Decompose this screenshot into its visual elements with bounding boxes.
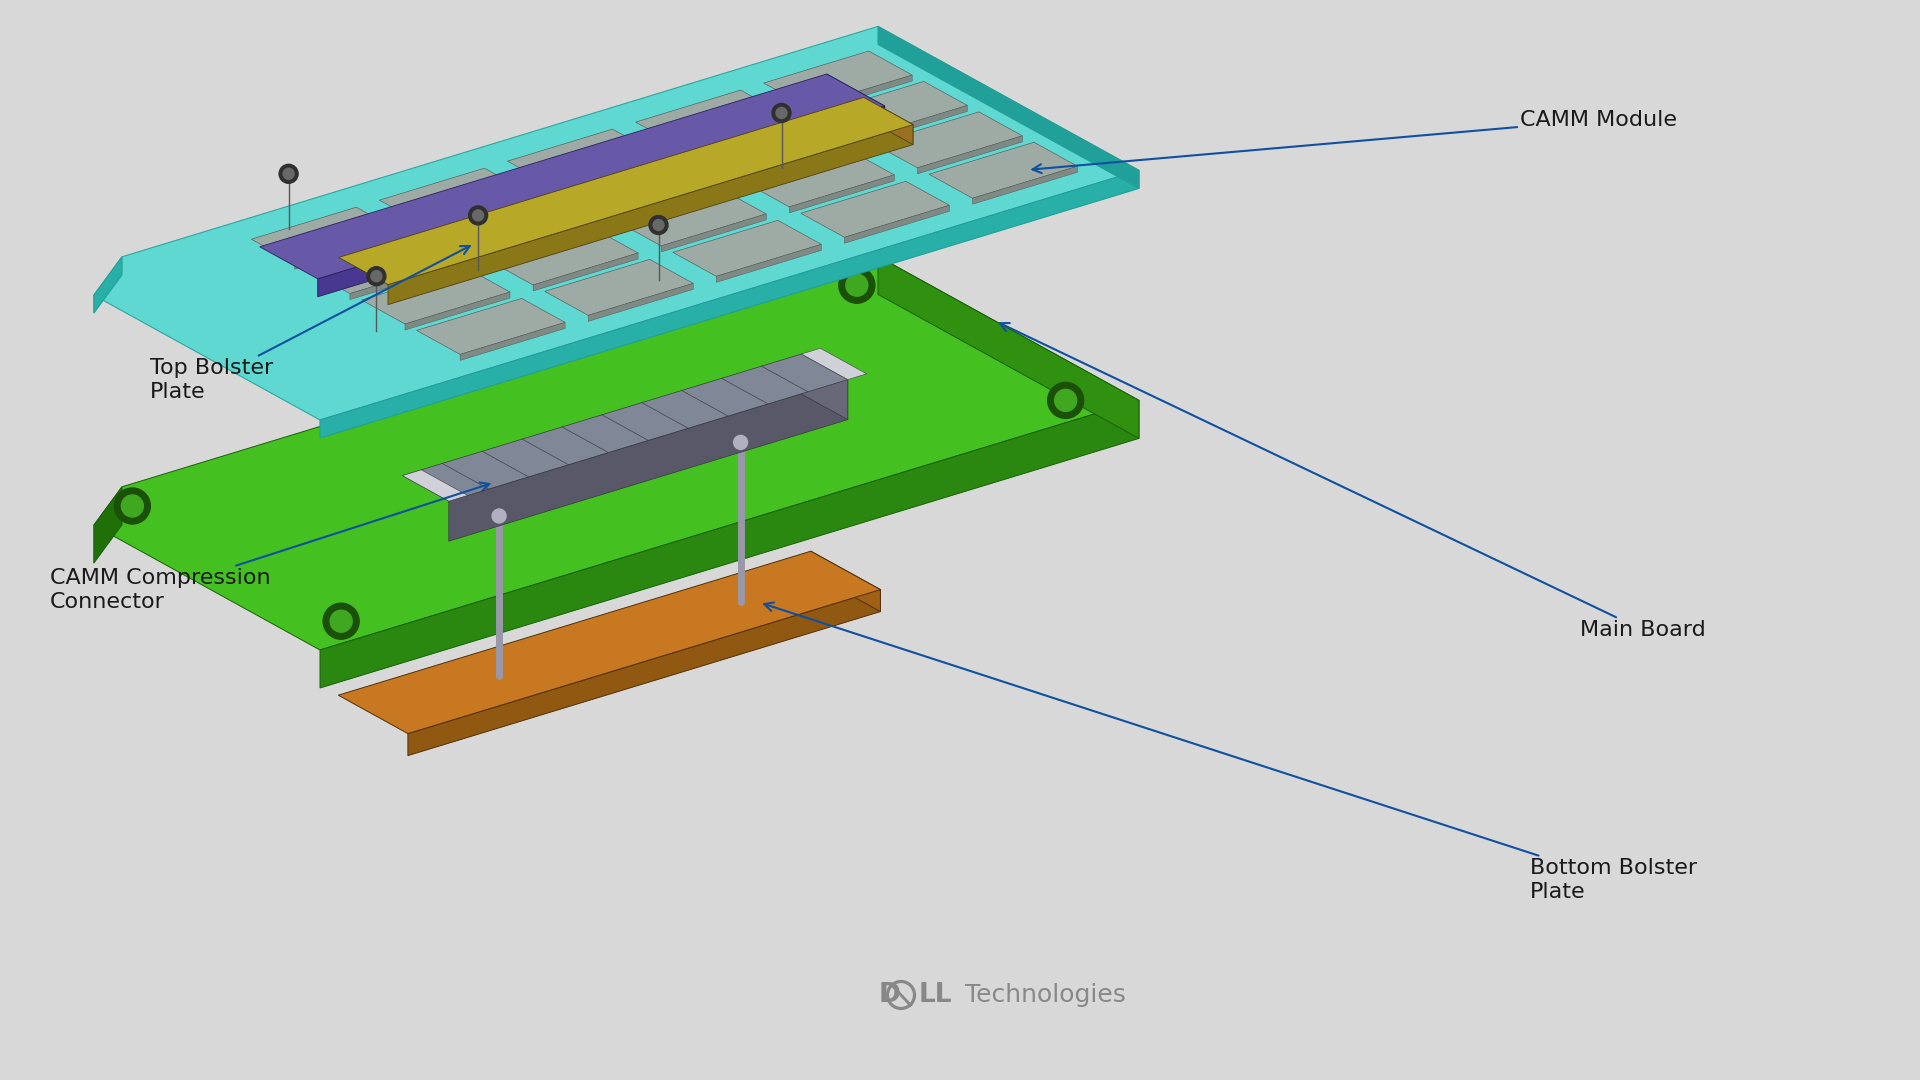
Polygon shape bbox=[801, 348, 866, 379]
Polygon shape bbox=[94, 26, 1139, 420]
Polygon shape bbox=[349, 261, 455, 299]
Polygon shape bbox=[94, 257, 123, 313]
Circle shape bbox=[330, 610, 351, 632]
Polygon shape bbox=[818, 81, 968, 137]
Polygon shape bbox=[691, 121, 839, 176]
Polygon shape bbox=[338, 97, 914, 285]
Polygon shape bbox=[733, 145, 839, 183]
Circle shape bbox=[468, 206, 488, 225]
Circle shape bbox=[776, 108, 787, 119]
Circle shape bbox=[278, 164, 298, 184]
Polygon shape bbox=[845, 205, 948, 243]
Circle shape bbox=[282, 168, 294, 179]
Text: Main Board: Main Board bbox=[1000, 323, 1705, 640]
Polygon shape bbox=[806, 75, 912, 113]
Polygon shape bbox=[862, 106, 968, 144]
Polygon shape bbox=[810, 551, 881, 611]
Polygon shape bbox=[745, 151, 895, 207]
Circle shape bbox=[323, 604, 359, 639]
Circle shape bbox=[839, 267, 876, 303]
Polygon shape bbox=[874, 112, 1023, 167]
Polygon shape bbox=[672, 220, 822, 276]
Polygon shape bbox=[563, 160, 710, 216]
Circle shape bbox=[733, 435, 747, 449]
Polygon shape bbox=[607, 184, 710, 221]
Polygon shape bbox=[618, 190, 766, 246]
Polygon shape bbox=[973, 166, 1077, 204]
Circle shape bbox=[649, 216, 668, 234]
Polygon shape bbox=[321, 171, 1139, 438]
Polygon shape bbox=[94, 256, 1139, 650]
Polygon shape bbox=[417, 298, 564, 354]
Polygon shape bbox=[764, 51, 912, 107]
Polygon shape bbox=[490, 229, 637, 285]
Polygon shape bbox=[307, 238, 455, 294]
Text: Top Bolster
Plate: Top Bolster Plate bbox=[150, 246, 470, 402]
Circle shape bbox=[121, 495, 144, 517]
Polygon shape bbox=[929, 143, 1077, 199]
Polygon shape bbox=[461, 323, 564, 361]
Polygon shape bbox=[877, 256, 1139, 438]
Polygon shape bbox=[828, 75, 885, 124]
Polygon shape bbox=[361, 268, 511, 324]
Polygon shape bbox=[449, 379, 849, 541]
Circle shape bbox=[772, 104, 791, 122]
Circle shape bbox=[367, 267, 386, 286]
Polygon shape bbox=[338, 551, 881, 733]
Polygon shape bbox=[545, 259, 693, 315]
Polygon shape bbox=[478, 222, 584, 260]
Polygon shape bbox=[434, 199, 584, 255]
Polygon shape bbox=[918, 136, 1023, 174]
Polygon shape bbox=[801, 354, 849, 420]
Polygon shape bbox=[660, 214, 766, 252]
Text: CAMM Module: CAMM Module bbox=[1033, 110, 1676, 173]
Polygon shape bbox=[403, 470, 468, 501]
Polygon shape bbox=[388, 124, 914, 305]
Polygon shape bbox=[405, 292, 511, 330]
Polygon shape bbox=[380, 168, 528, 225]
Polygon shape bbox=[534, 253, 637, 291]
Circle shape bbox=[492, 509, 507, 523]
Polygon shape bbox=[296, 231, 399, 269]
Circle shape bbox=[371, 271, 382, 282]
Polygon shape bbox=[551, 153, 657, 191]
Polygon shape bbox=[407, 590, 881, 756]
Circle shape bbox=[115, 488, 150, 524]
Polygon shape bbox=[507, 130, 657, 185]
Polygon shape bbox=[801, 181, 948, 238]
Polygon shape bbox=[317, 106, 885, 297]
Polygon shape bbox=[259, 75, 885, 279]
Polygon shape bbox=[789, 175, 895, 213]
Text: Technologies: Technologies bbox=[966, 983, 1125, 1007]
Circle shape bbox=[653, 219, 664, 230]
Circle shape bbox=[472, 210, 484, 221]
Text: LL: LL bbox=[920, 982, 952, 1008]
Polygon shape bbox=[864, 97, 914, 145]
Polygon shape bbox=[252, 207, 399, 264]
Polygon shape bbox=[321, 401, 1139, 688]
Polygon shape bbox=[588, 283, 693, 322]
Circle shape bbox=[1054, 390, 1077, 411]
Polygon shape bbox=[636, 90, 783, 146]
Text: D: D bbox=[877, 982, 900, 1008]
Circle shape bbox=[1048, 382, 1083, 418]
Text: Bottom Bolster
Plate: Bottom Bolster Plate bbox=[764, 603, 1697, 902]
Polygon shape bbox=[94, 487, 123, 563]
Polygon shape bbox=[403, 354, 849, 501]
Polygon shape bbox=[680, 114, 783, 152]
Text: CAMM Compression
Connector: CAMM Compression Connector bbox=[50, 483, 490, 611]
Circle shape bbox=[847, 274, 868, 296]
Polygon shape bbox=[422, 192, 528, 230]
Polygon shape bbox=[877, 26, 1139, 188]
Polygon shape bbox=[716, 244, 822, 282]
